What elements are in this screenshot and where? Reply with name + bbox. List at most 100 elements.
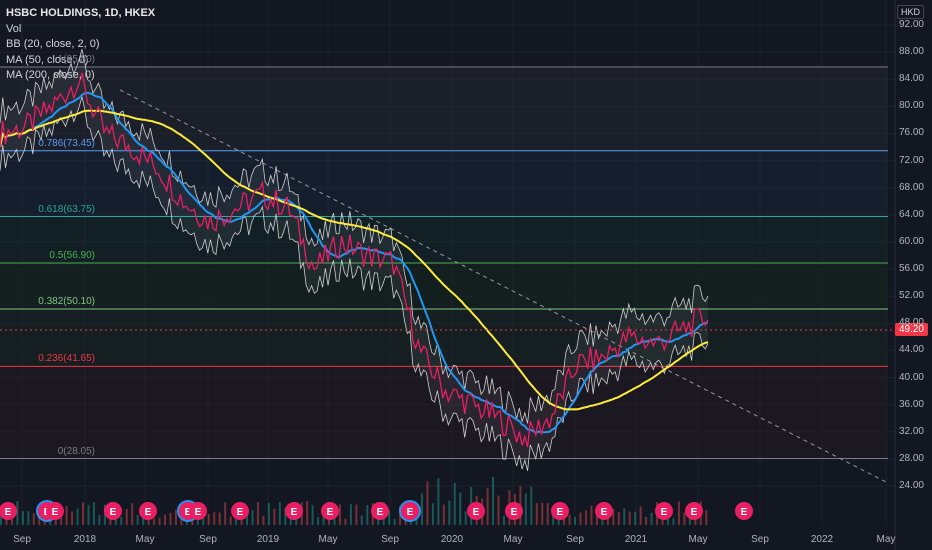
price-line [0,72,709,448]
fib-level-label: 0.382(50.10) [38,296,95,308]
earnings-marker[interactable]: E [321,502,339,520]
earnings-marker[interactable]: E [231,502,249,520]
volume-bar [415,510,418,525]
volume-bar [584,510,587,525]
volume-indicator[interactable]: Vol [6,22,22,35]
volume-bar [541,502,544,525]
x-tick-label: May [503,534,523,545]
volume-bar [0,516,2,525]
volume-bar [459,492,462,525]
ma200-indicator[interactable]: MA (200, close, 0) [6,69,95,81]
earnings-marker[interactable]: E [139,502,157,520]
volume-bar [142,515,145,525]
volume-bar [486,488,489,525]
indicator-legend[interactable]: HSBC HOLDINGS, 1D, HKEX Vol BB (20, clos… [6,6,155,84]
y-tick-label: 60.00 [898,235,924,247]
earnings-marker[interactable]: E [0,502,17,520]
volume-bar [349,504,352,525]
symbol-title[interactable]: HSBC HOLDINGS, 1D, HKEX [6,7,156,19]
earnings-marker[interactable]: E [467,502,485,520]
fib-zone [0,366,888,459]
volume-bar [174,509,177,525]
volume-bar [344,518,347,525]
x-tick-label: 2021 [624,534,648,545]
currency-badge[interactable]: HKD [896,5,924,19]
y-tick-label: 76.00 [898,127,924,139]
ma50-line [0,91,709,435]
volume-bar [229,516,232,525]
y-tick-label: 32.00 [898,425,924,437]
volume-bar [317,517,320,525]
volume-bar [54,518,57,525]
volume-bar [464,511,467,525]
earnings-marker[interactable]: E [655,502,673,520]
volume-bar [453,482,456,525]
volume-bar [213,512,216,525]
volume-bar [557,515,560,525]
earnings-marker[interactable]: E [685,502,703,520]
x-tick-label: May [688,534,708,545]
volume-bar [256,502,259,525]
earnings-marker[interactable]: E [46,502,64,520]
y-tick-label: 36.00 [898,398,924,410]
volume-bar [546,503,549,525]
volume-bar [71,511,74,525]
volume-bar [278,501,281,525]
volume-bar [552,511,555,525]
volume-bar [366,505,369,525]
volume-bar [87,505,90,525]
volume-bar [431,503,434,525]
x-tick-label: Sep [751,534,769,545]
earnings-marker[interactable]: E [285,502,303,520]
x-tick-label: May [318,534,338,545]
y-tick-label: 88.00 [898,46,924,58]
earnings-marker[interactable]: E [735,502,753,520]
earnings-marker[interactable]: E [104,502,122,520]
volume-bar [448,500,451,525]
volume-bar [262,516,265,525]
volume-bar [437,478,440,525]
bollinger-indicator[interactable]: BB (20, close, 2, 0) [6,38,100,50]
volume-bar [82,502,85,525]
volume-bar [120,516,123,525]
bollinger-fill [0,49,708,471]
earnings-marker[interactable]: E [371,502,389,520]
earnings-marker[interactable]: E [551,502,569,520]
volume-bar [311,505,314,525]
volume-bar [694,518,697,525]
earnings-marker[interactable]: E [401,502,419,520]
volume-bar [251,510,254,525]
volume-bar [683,512,686,525]
volume-bar [393,518,396,525]
earnings-marker[interactable]: E [189,502,207,520]
volume-bar [196,518,199,525]
y-tick-label: 80.00 [898,100,924,112]
y-tick-label: 56.00 [898,263,924,275]
volume-bar [32,513,35,525]
volume-bar [114,516,117,525]
volume-bar [207,514,210,525]
x-tick-label: 2020 [440,534,464,545]
earnings-marker[interactable]: E [595,502,613,520]
y-tick-label: 72.00 [898,154,924,166]
volume-bar [672,518,675,525]
volume-bar [27,511,30,525]
volume-bar [360,515,363,525]
volume-bar [180,518,183,525]
earnings-marker[interactable]: E [505,502,523,520]
volume-bar [579,512,582,525]
volume-bar [273,508,276,525]
fib-level-label: 1(85.80) [57,54,95,66]
x-tick-label: 2019 [256,534,280,545]
volume-bar [21,511,24,525]
volume-bar [623,508,626,525]
volume-bar [65,505,68,525]
ma50-indicator[interactable]: MA (50, close, 0) [6,53,89,66]
fib-level-label: 0.236(41.65) [38,353,95,365]
y-tick-label: 44.00 [898,344,924,356]
volume-bar [267,502,270,525]
volume-bar [246,516,249,525]
y-tick-label: 52.00 [898,290,924,302]
volume-bar [147,517,150,525]
